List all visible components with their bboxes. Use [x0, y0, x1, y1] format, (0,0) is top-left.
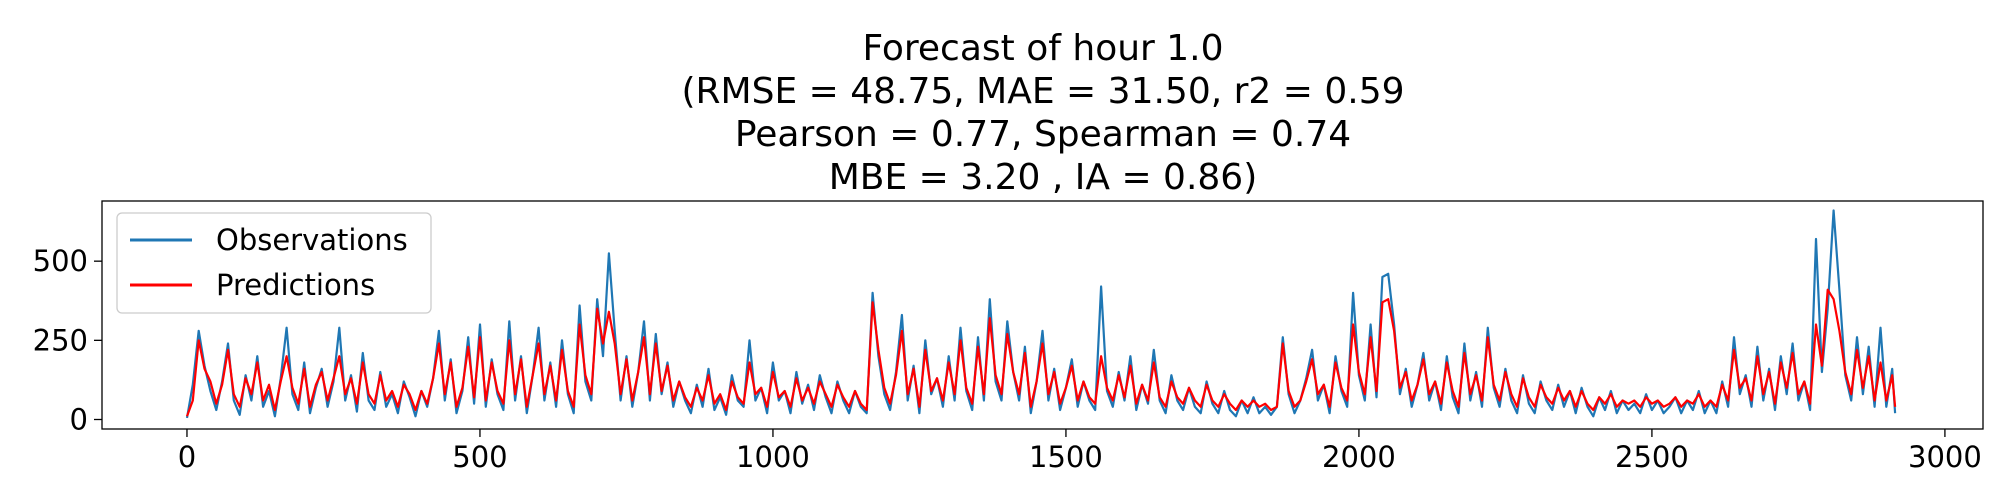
- x-tick-label: 0: [178, 440, 196, 474]
- y-axis: 0 250 500: [33, 244, 102, 437]
- x-axis: 0 500 1000 1500 2000 2500 3000: [178, 429, 1982, 474]
- x-tick-label: 3000: [1908, 440, 1982, 474]
- x-tick-label: 500: [452, 440, 507, 474]
- legend: Observations Predictions: [116, 212, 432, 314]
- x-tick-label: 2000: [1322, 440, 1396, 474]
- y-tick-label: 500: [33, 244, 88, 278]
- y-tick-label: 250: [33, 323, 88, 357]
- title-line-4: MBE = 3.20 , IA = 0.86): [829, 157, 1258, 198]
- chart-title: Forecast of hour 1.0 (RMSE = 48.75, MAE …: [681, 28, 1404, 198]
- legend-label-observations: Observations: [216, 223, 408, 257]
- y-tick-label: 0: [70, 403, 88, 437]
- title-line-3: Pearson = 0.77, Spearman = 0.74: [735, 114, 1351, 155]
- title-line-2: (RMSE = 48.75, MAE = 31.50, r2 = 0.59: [681, 71, 1404, 112]
- x-tick-label: 1500: [1029, 440, 1103, 474]
- series-group: [185, 209, 1897, 419]
- x-tick-label: 1000: [736, 440, 810, 474]
- legend-label-predictions: Predictions: [216, 268, 375, 302]
- series-line-predictions: [185, 288, 1897, 417]
- plot-frame: [101, 200, 1984, 430]
- title-line-1: Forecast of hour 1.0: [862, 28, 1223, 69]
- x-tick-label: 2500: [1615, 440, 1689, 474]
- legend-box: [116, 212, 432, 314]
